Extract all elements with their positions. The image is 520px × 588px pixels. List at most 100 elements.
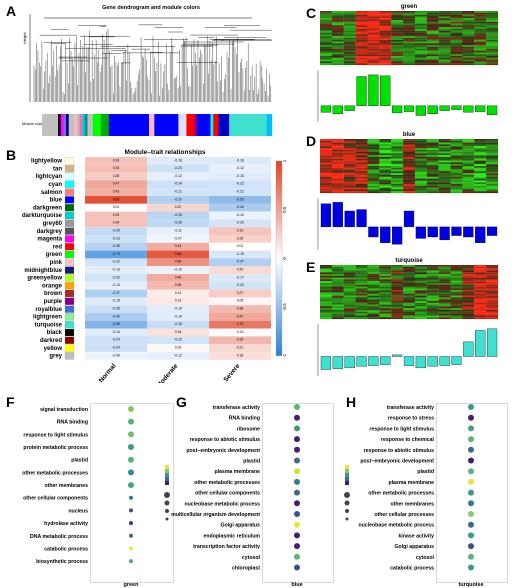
expression-cell (474, 191, 487, 194)
expression-cell (474, 21, 487, 24)
expression-cell (450, 277, 463, 280)
module-color-swatch (64, 204, 75, 212)
expression-cell (331, 301, 344, 303)
expression-cell (414, 272, 427, 275)
expression-cell (379, 43, 392, 46)
expression-cell (486, 185, 499, 188)
expression-cell (320, 302, 332, 305)
expression-cell (486, 286, 499, 289)
expression-cell (331, 140, 344, 143)
go-term-label: protein metabolic process (23, 445, 88, 451)
expression-cell (450, 162, 463, 165)
module-row-label: darkgrey (37, 229, 63, 235)
expression-cell (355, 274, 368, 276)
expression-cell (474, 173, 487, 176)
go-term-label: catabolic process (390, 566, 434, 572)
heatmap-cell (85, 281, 147, 290)
expression-cell (450, 315, 463, 318)
expression-cell (403, 302, 416, 305)
expression-cell (343, 34, 356, 37)
expression-cell (462, 148, 475, 150)
heatmap-cell (85, 196, 147, 204)
heatmap-cell-value: -0.30 (174, 221, 182, 225)
expression-cell (331, 185, 344, 188)
expression-cell (438, 45, 451, 48)
expression-cell (391, 16, 404, 19)
expression-cell (367, 173, 380, 176)
expression-cell (438, 148, 451, 150)
expression-cell (343, 178, 356, 181)
expression-cell (343, 30, 356, 33)
expression-cell (367, 268, 380, 271)
expression-cell (355, 54, 368, 57)
go-term-dot (468, 404, 474, 410)
expression-cell (320, 11, 332, 13)
expression-cell (474, 142, 487, 145)
expression-cell (438, 34, 451, 37)
expression-cell (355, 56, 368, 58)
heatmap-cell (147, 313, 209, 321)
expression-cell (426, 167, 439, 170)
eigengene-bar (392, 354, 403, 357)
expression-cell (391, 274, 404, 276)
eigengene-title: turquoise (395, 258, 423, 264)
expression-cell (403, 301, 416, 303)
expression-cell (355, 162, 368, 165)
expression-cell (355, 270, 368, 273)
expression-cell (367, 153, 380, 156)
expression-cell (343, 50, 356, 53)
expression-cell (438, 18, 451, 21)
expression-cell (379, 155, 392, 158)
expression-cell (379, 54, 392, 57)
eigengene-title: blue (403, 132, 416, 138)
expression-cell (426, 52, 439, 55)
expression-cell (426, 189, 439, 192)
expression-cell (474, 38, 487, 40)
go-term-label: other metabolic processes (368, 491, 434, 497)
expression-cell (438, 310, 451, 312)
expression-cell (414, 279, 427, 282)
expression-cell (331, 283, 344, 285)
heatmap-column-label: Normal (98, 362, 118, 383)
expression-cell (367, 39, 380, 42)
heatmap-cell (209, 352, 271, 360)
expression-cell (450, 169, 463, 172)
module-color-segment (100, 114, 110, 136)
expression-cell (379, 191, 392, 194)
expression-cell (343, 317, 356, 320)
expression-cell (391, 29, 404, 31)
expression-cell (426, 32, 439, 35)
expression-cell (320, 283, 332, 285)
expression-cell (355, 266, 368, 269)
go-term-dot (468, 532, 474, 539)
expression-cell (343, 139, 356, 141)
heatmap-cell (147, 235, 209, 243)
expression-cell (438, 61, 451, 64)
expression-cell (486, 160, 499, 163)
expression-cell (462, 34, 475, 37)
expression-cell (486, 265, 499, 267)
eigengene-bar (463, 105, 474, 113)
expression-cell (403, 284, 416, 287)
expression-cell (426, 56, 439, 58)
module-color-segment (82, 114, 85, 136)
expression-cell (367, 184, 380, 186)
expression-cell (450, 299, 463, 302)
expression-cell (450, 306, 463, 309)
expression-cell (355, 148, 368, 150)
heatmap-cell (147, 242, 209, 251)
expression-cell (486, 297, 499, 300)
expression-cell (355, 146, 368, 149)
expression-cell (320, 29, 332, 31)
expression-cell (343, 182, 356, 185)
expression-cell (426, 191, 439, 194)
expression-cell (331, 187, 344, 190)
expression-cell (438, 11, 451, 13)
expression-cell (320, 18, 332, 21)
expression-cell (320, 153, 332, 156)
expression-cell (367, 36, 380, 39)
expression-cell (403, 151, 416, 154)
eigengene-bar (451, 105, 462, 110)
expression-cell (355, 12, 368, 15)
expression-cell (426, 61, 439, 64)
